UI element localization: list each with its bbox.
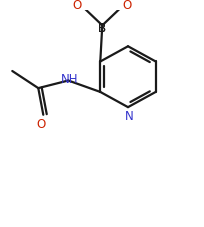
Text: NH: NH	[61, 73, 78, 86]
Text: O: O	[73, 0, 82, 12]
Text: O: O	[123, 0, 132, 12]
Text: N: N	[125, 110, 133, 123]
Text: B: B	[98, 22, 106, 35]
Text: B: B	[98, 22, 106, 35]
Text: O: O	[37, 117, 46, 130]
